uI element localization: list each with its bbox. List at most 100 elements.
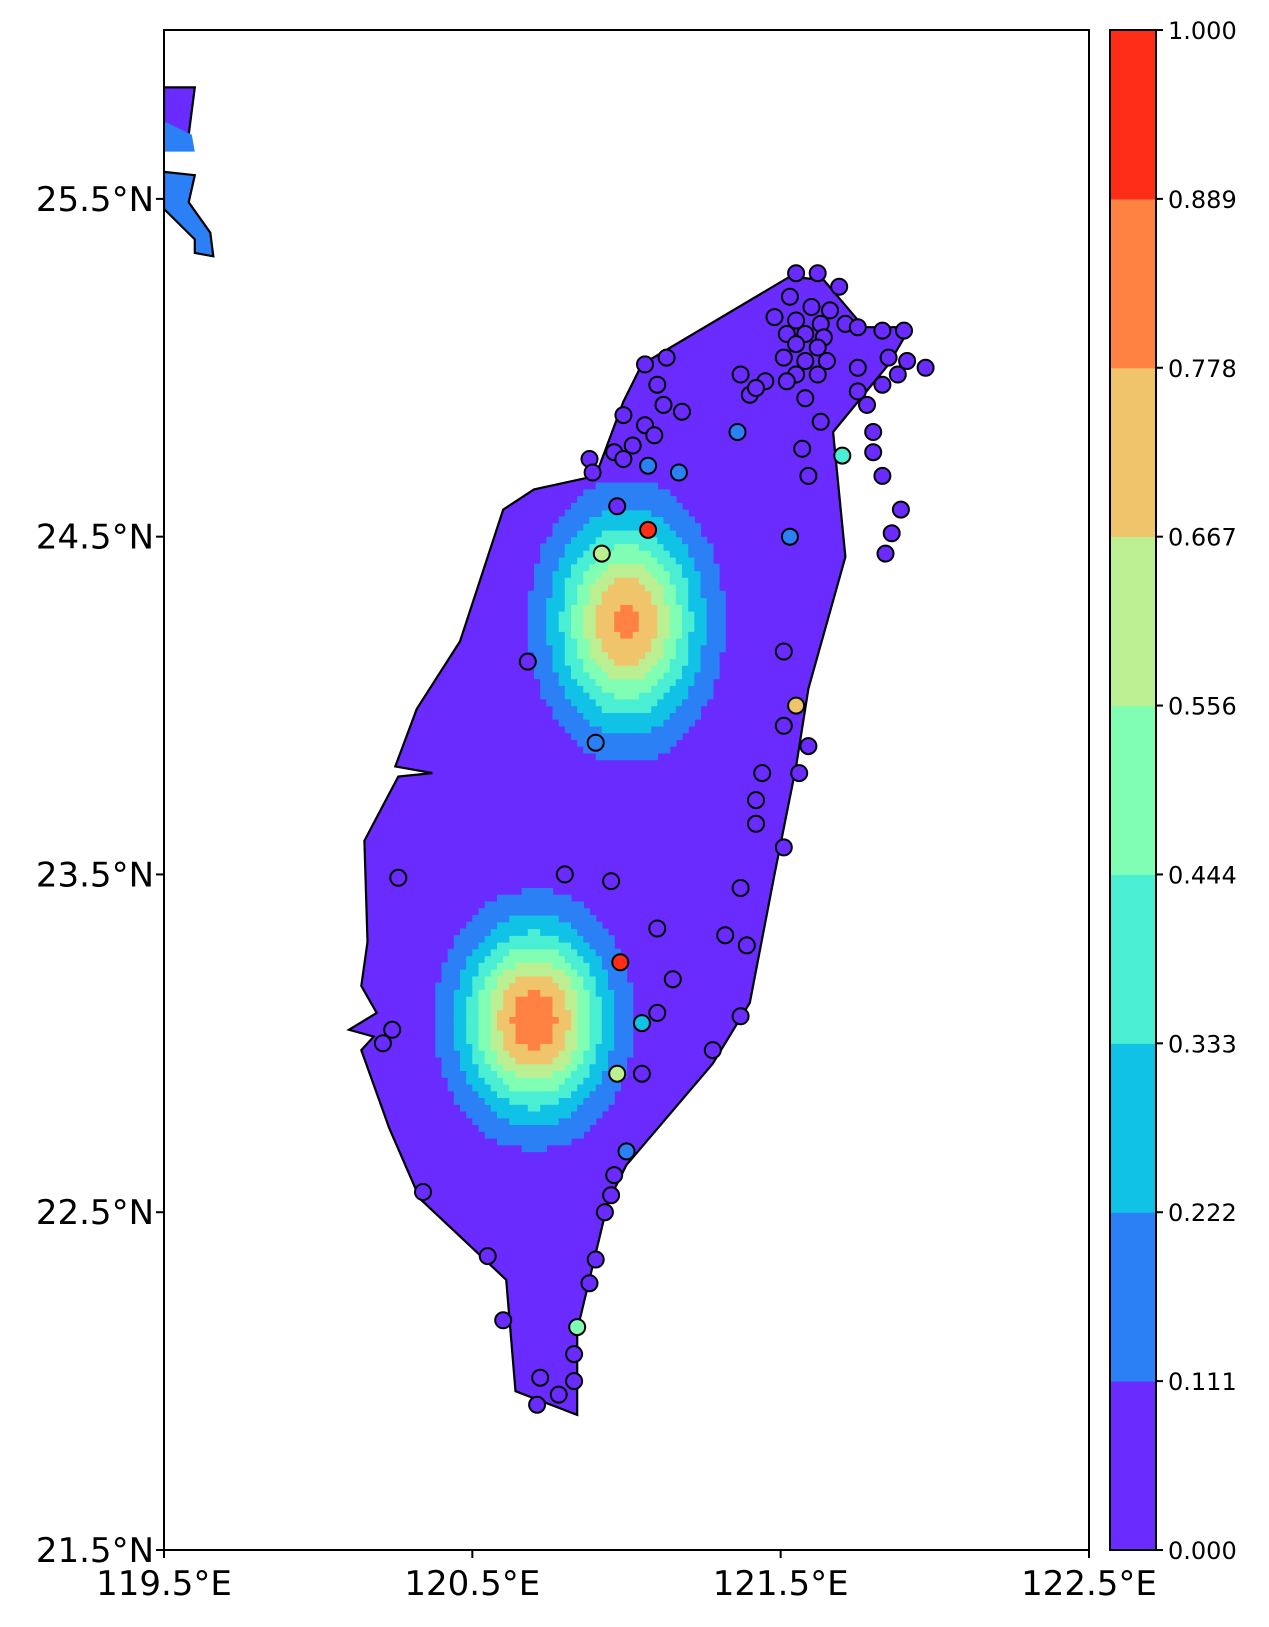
station-marker <box>747 791 765 810</box>
contour-cell <box>453 969 461 977</box>
contour-cell <box>478 1070 486 1078</box>
contour-cell <box>571 556 578 565</box>
contour-cell <box>540 1090 547 1098</box>
contour-cell <box>601 969 609 977</box>
contour-cell <box>589 1117 597 1125</box>
contour-cell <box>669 644 677 653</box>
contour-cell <box>682 543 689 551</box>
contour-cell <box>552 523 560 531</box>
contour-cell <box>694 584 702 592</box>
contour-cell <box>534 584 541 592</box>
contour-cell <box>509 1002 517 1011</box>
contour-cell <box>657 550 665 558</box>
contour-cell <box>466 1063 473 1071</box>
contour-cell <box>608 489 615 497</box>
contour-cell <box>564 577 572 585</box>
contour-cell <box>583 509 591 517</box>
contour-cell <box>706 644 714 653</box>
contour-cell <box>675 692 683 700</box>
contour-cell <box>663 536 671 545</box>
contour-cell <box>460 1043 467 1051</box>
contour-cell <box>608 597 615 605</box>
contour-cell <box>682 651 689 659</box>
contour-cell <box>620 705 628 713</box>
contour-cell <box>583 617 591 626</box>
contour-cell <box>447 1043 455 1051</box>
contour-cell <box>712 563 720 572</box>
contour-cell <box>638 550 646 558</box>
contour-cell <box>447 975 455 984</box>
contour-cell <box>509 1083 517 1092</box>
contour-cell <box>540 1077 547 1085</box>
contour-cell <box>700 638 708 646</box>
contour-cell <box>546 935 554 943</box>
contour-cell <box>694 604 702 612</box>
contour-cell <box>552 617 560 626</box>
contour-cell <box>675 617 683 626</box>
contour-cell <box>620 1050 628 1058</box>
contour-cell <box>558 1043 566 1051</box>
station-layer <box>373 264 935 1414</box>
contour-cell <box>589 1023 597 1031</box>
contour-cell <box>534 665 541 673</box>
contour-cell <box>675 678 683 686</box>
contour-cell <box>509 969 517 977</box>
contour-cell <box>688 651 695 659</box>
contour-cell <box>614 739 621 747</box>
contour-cell <box>614 989 621 997</box>
contour-cell <box>583 1050 591 1058</box>
contour-cell <box>688 705 695 713</box>
contour-cell <box>583 604 591 612</box>
contour-cell <box>657 725 665 734</box>
contour-cell <box>583 746 591 754</box>
contour-cell <box>478 942 486 950</box>
contour-cell <box>534 888 541 896</box>
contour-cell <box>558 1070 566 1078</box>
contour-cell <box>589 1104 597 1112</box>
contour-cell <box>558 611 566 619</box>
contour-cell <box>490 1124 498 1132</box>
contour-cell <box>638 563 646 572</box>
contour-cell <box>540 543 547 551</box>
contour-cell <box>651 644 658 653</box>
contour-cell <box>620 671 628 680</box>
contour-cell <box>589 529 597 538</box>
contour-cell <box>571 617 578 626</box>
contour-cell <box>527 1023 535 1031</box>
contour-cell <box>657 590 665 599</box>
contour-cell <box>645 658 652 666</box>
contour-cell <box>620 523 628 531</box>
contour-cell <box>626 550 634 558</box>
contour-cell <box>688 597 695 605</box>
contour-cell <box>577 658 584 666</box>
contour-cell <box>447 969 455 977</box>
contour-cell <box>552 989 560 997</box>
station-marker <box>808 264 827 283</box>
contour-cell <box>651 563 658 572</box>
contour-cell <box>490 982 498 990</box>
contour-cell <box>626 658 634 666</box>
contour-cell <box>688 624 695 632</box>
contour-cell <box>515 1023 523 1031</box>
contour-cell <box>589 685 597 693</box>
contour-cell <box>651 543 658 551</box>
contour-cell <box>509 1009 517 1017</box>
contour-cell <box>675 509 683 517</box>
station-marker <box>876 544 895 563</box>
station-marker <box>389 868 408 887</box>
contour-cell <box>589 712 597 720</box>
contour-cell <box>564 935 572 943</box>
contour-cell <box>577 1002 584 1011</box>
contour-cell <box>472 962 480 970</box>
contour-cell <box>614 719 621 727</box>
contour-cell <box>589 665 597 673</box>
station-marker <box>494 1311 513 1330</box>
contour-cell <box>589 496 597 504</box>
contour-cell <box>675 577 683 585</box>
contour-cell <box>614 1050 621 1058</box>
contour-cell <box>540 1043 547 1051</box>
contour-cell <box>657 631 665 639</box>
contour-cell <box>712 590 720 599</box>
contour-cell <box>558 705 566 713</box>
contour-cell <box>546 894 554 903</box>
